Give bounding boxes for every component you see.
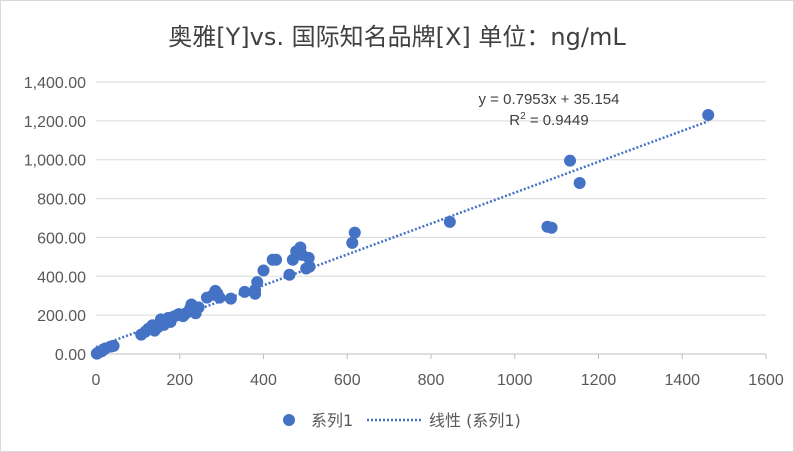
y-tick-label: 600.00 [37, 230, 86, 247]
y-tick-label: 200.00 [37, 308, 86, 325]
data-point [346, 236, 359, 249]
x-tick-label: 400 [250, 372, 277, 389]
y-axis-tick-labels: 0.00 200.00 400.00 600.00 800.00 1,000.00 1,20… [24, 75, 86, 364]
data-point [251, 276, 264, 289]
legend-label-trendline: 线性 (系列1) [429, 411, 521, 430]
x-tick-label: 800 [418, 372, 445, 389]
data-point [107, 339, 120, 352]
data-point [303, 260, 316, 273]
legend: 系列1 线性 (系列1) [283, 411, 521, 430]
data-point [573, 177, 586, 190]
legend-label-series1: 系列1 [311, 411, 353, 430]
data-point [238, 285, 251, 298]
data-points [90, 109, 715, 360]
data-point [270, 253, 283, 266]
data-point [192, 301, 205, 314]
r-squared-label: R2 = 0.9449 [509, 111, 588, 129]
data-point [249, 287, 262, 300]
x-tick-label: 600 [334, 372, 361, 389]
data-point [213, 291, 226, 304]
x-tick-label: 1400 [664, 372, 700, 389]
chart-title: 奥雅[Y]vs. 国际知名品牌[X] 单位：ng/mL [168, 23, 626, 51]
y-tick-label: 1,000.00 [24, 153, 86, 170]
data-point [257, 264, 270, 277]
x-axis-tick-labels: 0 200 400 600 800 1000 1200 1400 1600 [92, 372, 784, 389]
y-tick-label: 800.00 [37, 192, 86, 209]
r-squared-superscript: 2 [520, 111, 526, 122]
r-squared-symbol: R [509, 112, 520, 129]
y-tick-label: 400.00 [37, 269, 86, 286]
y-tick-label: 1,200.00 [24, 114, 86, 131]
x-tick-label: 1000 [497, 372, 533, 389]
data-point [564, 154, 577, 167]
trendline-equation: y = 0.7953x + 35.154 [479, 91, 620, 108]
y-tick-label: 1,400.00 [24, 75, 86, 92]
legend-marker-series1 [283, 414, 295, 426]
data-point [302, 251, 315, 264]
x-tick-label: 1200 [581, 372, 617, 389]
r-squared-value: = 0.9449 [526, 112, 589, 129]
gridlines [95, 81, 767, 359]
y-tick-label: 0.00 [55, 347, 86, 364]
x-tick-label: 1600 [748, 372, 784, 389]
x-tick-label: 200 [166, 372, 193, 389]
data-point [443, 215, 456, 228]
data-point [224, 292, 237, 305]
data-point [283, 268, 296, 281]
x-tick-label: 0 [92, 372, 101, 389]
data-point [348, 226, 361, 239]
data-point [702, 109, 715, 122]
data-point [545, 221, 558, 234]
